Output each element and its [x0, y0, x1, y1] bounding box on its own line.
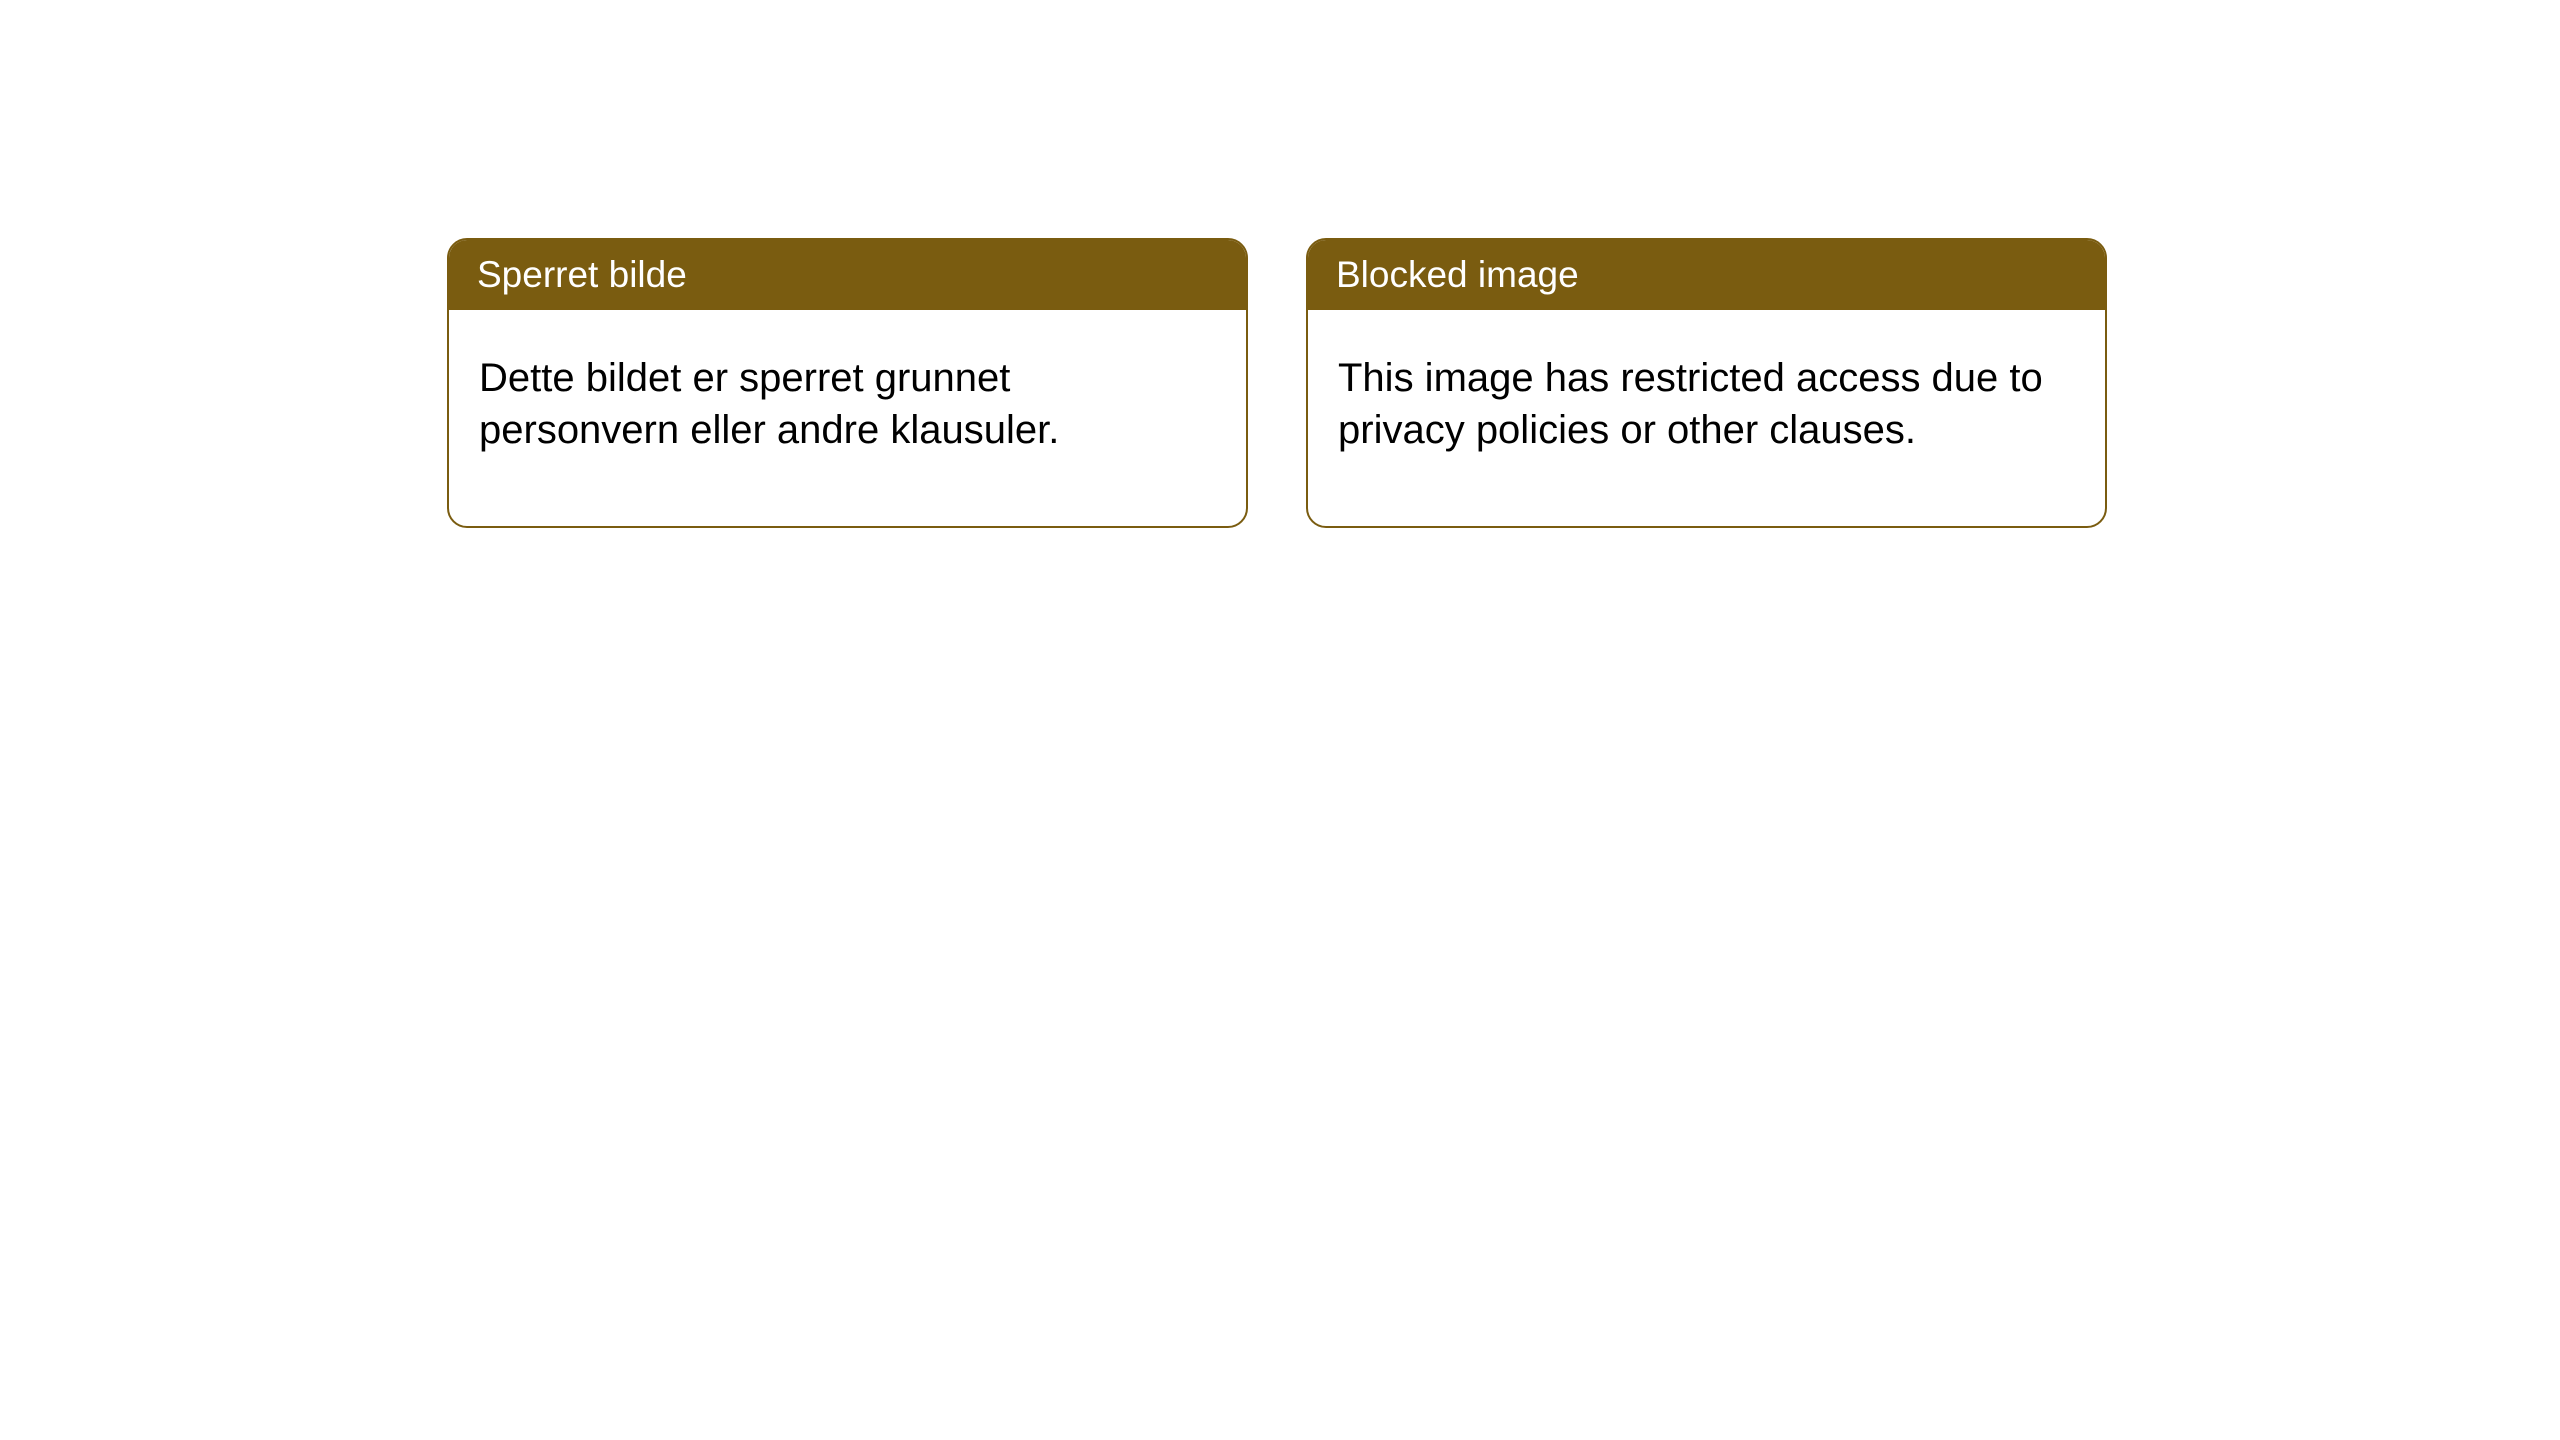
- notice-header: Sperret bilde: [449, 240, 1246, 310]
- notice-card-norwegian: Sperret bilde Dette bildet er sperret gr…: [447, 238, 1248, 528]
- notice-header: Blocked image: [1308, 240, 2105, 310]
- notice-message: This image has restricted access due to …: [1338, 356, 2043, 452]
- notice-body: This image has restricted access due to …: [1308, 310, 2105, 526]
- notice-container: Sperret bilde Dette bildet er sperret gr…: [447, 238, 2107, 528]
- notice-title: Blocked image: [1336, 254, 1579, 295]
- notice-card-english: Blocked image This image has restricted …: [1306, 238, 2107, 528]
- notice-message: Dette bildet er sperret grunnet personve…: [479, 356, 1059, 452]
- notice-title: Sperret bilde: [477, 254, 687, 295]
- notice-body: Dette bildet er sperret grunnet personve…: [449, 310, 1246, 526]
